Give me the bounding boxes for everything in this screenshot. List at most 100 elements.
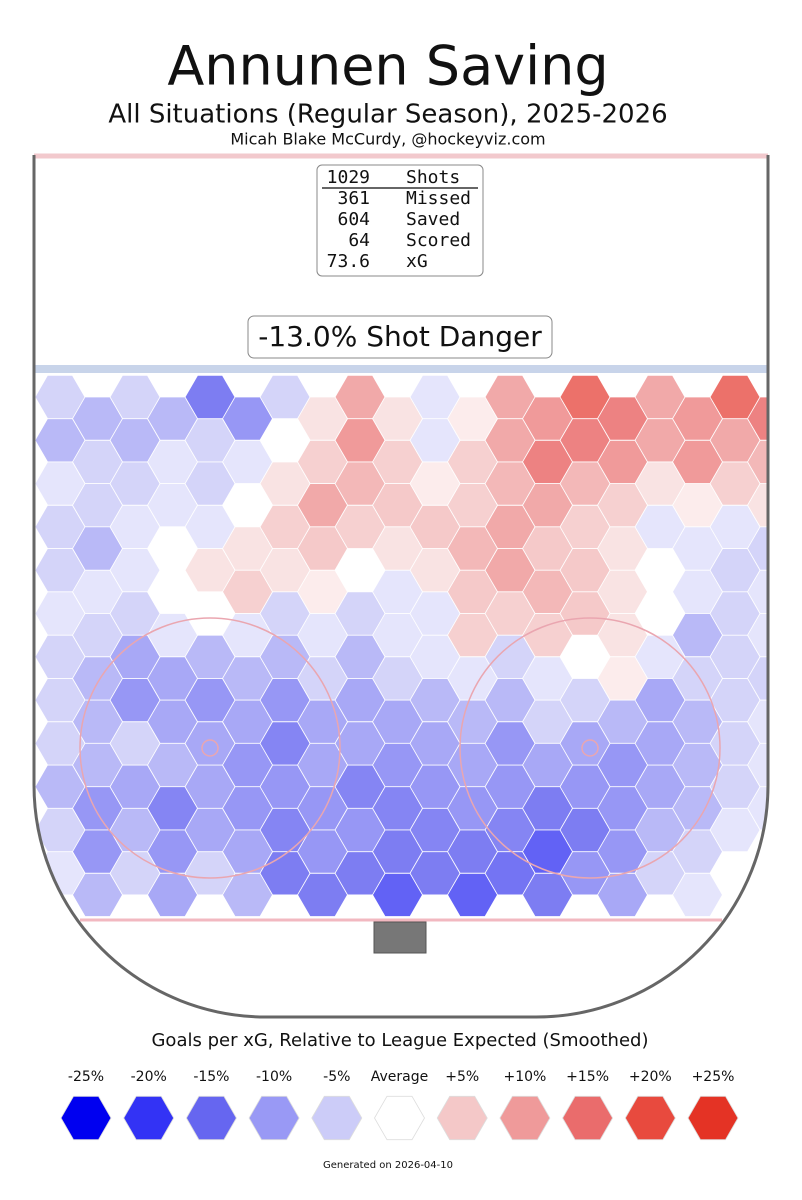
hex-cell <box>223 700 272 743</box>
danger-box <box>247 315 553 359</box>
hex-cell <box>635 852 685 895</box>
hex-cell <box>710 549 760 592</box>
stat-value: 73.6 <box>327 251 370 272</box>
legend-label: Average <box>371 1069 429 1085</box>
hex-grid <box>35 375 768 917</box>
legend-hex <box>185 1095 237 1141</box>
legend-label: -15% <box>193 1069 229 1085</box>
hex-cell <box>223 613 272 657</box>
hex-cell <box>335 419 385 462</box>
hex-cell <box>335 375 385 419</box>
hex-cell <box>485 592 535 635</box>
hex-cell <box>373 440 422 484</box>
hex-cell <box>148 613 197 657</box>
hex-cell <box>260 722 310 765</box>
hex-cell <box>73 743 122 787</box>
hex-cell <box>485 765 535 808</box>
hex-cell <box>673 570 722 613</box>
hex-cell <box>110 635 160 678</box>
hex-cell <box>185 765 235 808</box>
hex-cell <box>748 873 768 917</box>
hex-cell <box>560 549 610 592</box>
title: Annunen Saving <box>167 35 608 98</box>
legend-hex <box>436 1095 488 1141</box>
hex-cell <box>335 592 385 635</box>
hex-cell <box>710 592 760 635</box>
hex-cell <box>448 397 497 440</box>
hex-cell <box>35 419 85 462</box>
hex-cell <box>110 375 160 419</box>
hex-cell <box>710 375 760 419</box>
legend-title: Goals per xG, Relative to League Expecte… <box>151 1030 648 1051</box>
stat-value: 1029 <box>327 167 370 188</box>
hex-cell <box>448 787 497 830</box>
hex-cell <box>73 440 122 484</box>
hex-cell <box>635 462 685 505</box>
hex-cell <box>673 484 722 527</box>
hex-cell <box>73 527 122 570</box>
legend-hex <box>499 1095 551 1141</box>
hex-cell <box>485 375 535 419</box>
hex-cell <box>410 765 460 808</box>
stat-label: Saved <box>406 209 460 230</box>
hex-cell <box>635 419 685 462</box>
hex-cell <box>35 678 85 722</box>
hex-cell <box>260 765 310 808</box>
hex-cell <box>335 462 385 505</box>
hex-cell <box>148 440 197 484</box>
hex-cell <box>35 722 85 765</box>
hex-cell <box>523 700 572 743</box>
hex-cell <box>373 484 422 527</box>
hex-cell <box>598 743 647 787</box>
hex-cell <box>148 484 197 527</box>
hex-cell <box>710 505 760 549</box>
legend-hex <box>311 1095 363 1141</box>
hex-cell <box>185 592 235 635</box>
hex-cell <box>560 635 610 678</box>
hex-cell <box>73 613 122 657</box>
hex-cell <box>410 592 460 635</box>
hex-cell <box>598 873 647 917</box>
hex-cell <box>185 505 235 549</box>
hex-cell <box>148 397 197 440</box>
hex-cell <box>223 484 272 527</box>
legend-label: +25% <box>692 1069 735 1085</box>
hex-cell <box>485 419 535 462</box>
hex-cell <box>373 613 422 657</box>
hex-cell <box>35 808 85 852</box>
hex-cell <box>560 462 610 505</box>
hex-cell <box>73 787 122 830</box>
hex-cell <box>148 700 197 743</box>
stat-label: Scored <box>406 230 471 251</box>
hex-cell <box>560 505 610 549</box>
legend-label: +20% <box>629 1069 672 1085</box>
hex-cell <box>410 852 460 895</box>
stat-value: 361 <box>337 188 370 209</box>
hex-cell <box>748 570 768 613</box>
hex-cell <box>185 375 235 419</box>
hex-cell <box>35 765 85 808</box>
hex-cell <box>635 765 685 808</box>
hex-cell <box>748 743 768 787</box>
hex-cell <box>148 787 197 830</box>
hex-cell <box>560 419 610 462</box>
hex-cell <box>223 787 272 830</box>
hex-cell <box>523 787 572 830</box>
hex-cell <box>185 722 235 765</box>
hex-cell <box>148 570 197 613</box>
hex-cell <box>260 419 310 462</box>
hex-cell <box>260 549 310 592</box>
hex-cell <box>448 613 497 657</box>
hex-cell <box>523 873 572 917</box>
hex-cell <box>673 700 722 743</box>
hex-cell <box>223 873 272 917</box>
faceoff-circle <box>79 617 341 879</box>
hex-cell <box>673 830 722 873</box>
hex-cell <box>598 657 647 700</box>
hex-cell <box>335 549 385 592</box>
hex-cell <box>710 635 760 678</box>
hex-cell <box>523 440 572 484</box>
hex-cell <box>710 419 760 462</box>
legend-label: -5% <box>323 1069 350 1085</box>
hex-cell <box>448 527 497 570</box>
